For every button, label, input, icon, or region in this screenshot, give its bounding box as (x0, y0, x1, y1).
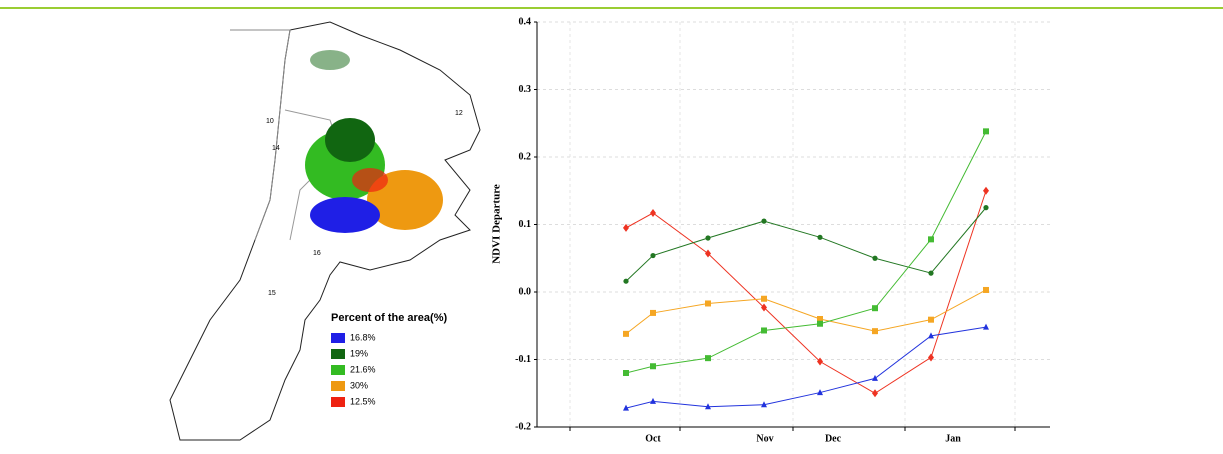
region-label: 16 (313, 250, 321, 257)
y-tick-label: 0.1 (519, 219, 532, 230)
crop-area (325, 118, 375, 162)
region-label: 14 (272, 145, 280, 152)
region-label: 10 (266, 118, 274, 125)
point (872, 256, 877, 261)
point (928, 271, 933, 276)
y-tick-label: 0.4 (519, 16, 532, 27)
point (983, 187, 989, 195)
point (623, 370, 629, 376)
y-tick-label: 0.0 (519, 286, 532, 297)
point (650, 253, 655, 258)
legend: Percent of the area(%) 16.8% 19% 21.6% 30% 12… (331, 312, 447, 407)
y-tick-label: 0.3 (519, 84, 532, 95)
point (872, 328, 878, 334)
point (623, 331, 629, 337)
point (761, 219, 766, 224)
point (650, 209, 656, 217)
point (872, 389, 878, 397)
y-axis-label: NDVI Departure (491, 184, 503, 264)
crop-area (310, 197, 380, 233)
point (650, 310, 656, 316)
region-label: 15 (268, 290, 276, 297)
point (983, 287, 989, 293)
y-tick-label: 0.2 (519, 151, 532, 162)
point (761, 296, 767, 302)
x-tick-label: Oct (645, 433, 661, 444)
legend-swatch (331, 381, 345, 391)
legend-label: 16.8% (350, 332, 376, 342)
point (761, 304, 767, 312)
legend-swatch (331, 365, 345, 375)
figure: 10 14 16 15 12 Percent of the area(%) 16.8% 19… (0, 0, 1223, 454)
legend-label: 21.6% (350, 364, 376, 374)
legend-label: 12.5% (350, 396, 376, 406)
point (983, 128, 989, 134)
point (928, 317, 934, 323)
legend-title: Percent of the area(%) (331, 312, 447, 324)
legend-swatch (331, 333, 345, 343)
point (650, 363, 656, 369)
crop-area (352, 168, 388, 192)
point (872, 375, 878, 381)
point (928, 353, 934, 361)
point (817, 321, 823, 327)
point (817, 235, 822, 240)
x-tick-label: Dec (825, 433, 842, 444)
point (983, 324, 989, 330)
x-tick-label: Nov (756, 433, 773, 444)
crop-area (310, 50, 350, 70)
y-tick-label: -0.2 (515, 421, 531, 432)
point (817, 358, 823, 366)
legend-swatch (331, 349, 345, 359)
point (928, 236, 934, 242)
point (623, 279, 628, 284)
y-tick-label: -0.1 (515, 354, 531, 365)
country-outline (170, 22, 480, 440)
point (705, 300, 711, 306)
point (650, 398, 656, 404)
point (623, 224, 629, 232)
region-label: 12 (455, 110, 463, 117)
point (761, 327, 767, 333)
map (170, 22, 480, 440)
point (705, 250, 711, 258)
legend-label: 19% (350, 348, 368, 358)
chart: 0.4 0.3 0.2 0.1 0.0 -0.1 -0.2 Oct Nov Dec Jan (515, 16, 1050, 444)
legend-label: 30% (350, 380, 368, 390)
point (983, 205, 988, 210)
legend-swatch (331, 397, 345, 407)
point (705, 355, 711, 361)
point (705, 235, 710, 240)
point (872, 305, 878, 311)
x-tick-label: Jan (945, 433, 961, 444)
